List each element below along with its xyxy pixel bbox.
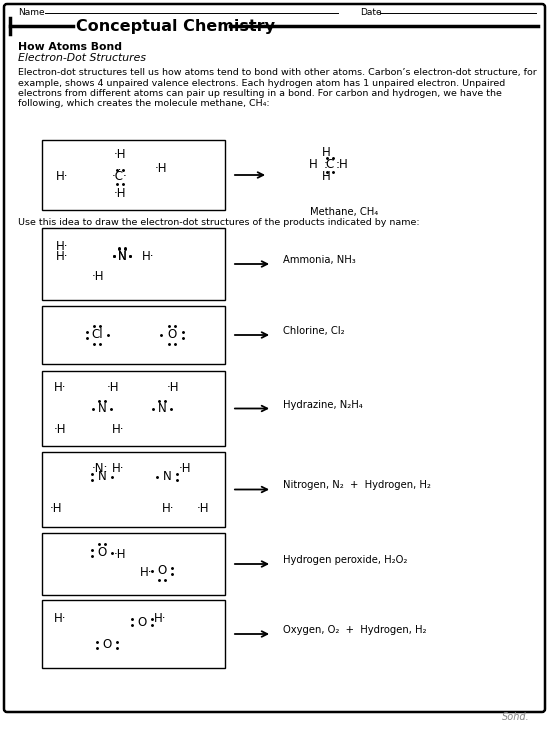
- Text: Conceptual Chemistry: Conceptual Chemistry: [76, 18, 275, 34]
- Text: N: N: [163, 471, 171, 483]
- Text: Nitrogen, N₂  +  Hydrogen, H₂: Nitrogen, N₂ + Hydrogen, H₂: [283, 480, 431, 491]
- Text: N: N: [117, 249, 126, 262]
- Text: How Atoms Bond: How Atoms Bond: [18, 42, 122, 52]
- Text: H·: H·: [56, 249, 69, 262]
- Text: ·H: ·H: [50, 502, 63, 515]
- Bar: [42, 600, 225, 668]
- Text: H·: H·: [54, 381, 66, 394]
- Text: Methane, CH₄: Methane, CH₄: [310, 207, 378, 217]
- Text: Electron-Dot Structures: Electron-Dot Structures: [18, 53, 146, 63]
- Text: Oxygen, O₂  +  Hydrogen, H₂: Oxygen, O₂ + Hydrogen, H₂: [283, 625, 427, 635]
- Text: H·: H·: [54, 612, 66, 625]
- Text: ·H: ·H: [179, 462, 192, 475]
- Text: :: :: [324, 159, 328, 172]
- Text: Name: Name: [18, 8, 44, 17]
- Bar: [42, 371, 225, 446]
- Text: ·Ċ·: ·Ċ·: [112, 170, 128, 183]
- Text: Hydrazine, N₂H₄: Hydrazine, N₂H₄: [283, 400, 363, 409]
- Text: O: O: [102, 638, 111, 651]
- Bar: [42, 140, 225, 210]
- Text: example, shows 4 unpaired valence electrons. Each hydrogen atom has 1 unpaired e: example, shows 4 unpaired valence electr…: [18, 78, 505, 88]
- Text: H·: H·: [140, 566, 153, 579]
- Text: N: N: [98, 471, 107, 483]
- Text: Use this idea to draw the electron-dot structures of the products indicated by n: Use this idea to draw the electron-dot s…: [18, 218, 419, 227]
- Text: Date: Date: [360, 8, 382, 17]
- Text: Ammonia, NH₃: Ammonia, NH₃: [283, 255, 356, 265]
- Bar: [42, 452, 225, 527]
- Text: electrons from different atoms can pair up resulting in a bond. For carbon and h: electrons from different atoms can pair …: [18, 89, 502, 98]
- Bar: [42, 533, 225, 595]
- Text: H·: H·: [142, 249, 154, 262]
- Text: Cl: Cl: [91, 328, 103, 341]
- Text: ·N:: ·N:: [92, 462, 109, 475]
- Text: O: O: [158, 564, 167, 577]
- Text: O: O: [97, 547, 107, 559]
- Text: ·H: ·H: [114, 148, 126, 161]
- Text: H·: H·: [112, 423, 125, 436]
- Text: :H: :H: [336, 159, 349, 172]
- Bar: [42, 228, 225, 300]
- Text: N: N: [158, 402, 166, 415]
- Text: C: C: [326, 159, 334, 172]
- Text: H·: H·: [56, 170, 69, 183]
- Text: following, which creates the molecule methane, CH₄:: following, which creates the molecule me…: [18, 99, 270, 108]
- Bar: [42, 306, 225, 364]
- Text: O: O: [167, 328, 177, 341]
- Text: H: H: [322, 146, 330, 159]
- Text: Sohd.: Sohd.: [502, 712, 530, 722]
- Text: ·H: ·H: [197, 502, 210, 515]
- Text: H: H: [309, 159, 318, 172]
- Text: ·H: ·H: [54, 423, 66, 436]
- Text: O: O: [137, 616, 147, 629]
- Text: ·H: ·H: [92, 270, 104, 282]
- Text: ·H: ·H: [114, 187, 126, 200]
- Text: ·H: ·H: [107, 381, 120, 394]
- Text: H·: H·: [162, 502, 175, 515]
- Text: ·H: ·H: [155, 162, 167, 175]
- Text: N: N: [117, 249, 126, 262]
- Text: H: H: [322, 170, 330, 183]
- Text: Hydrogen peroxide, H₂O₂: Hydrogen peroxide, H₂O₂: [283, 555, 407, 565]
- Text: Chlorine, Cl₂: Chlorine, Cl₂: [283, 326, 345, 336]
- Text: N: N: [98, 402, 107, 415]
- Text: H·: H·: [112, 462, 125, 475]
- Text: ·H: ·H: [114, 548, 126, 561]
- Text: H·: H·: [154, 612, 166, 625]
- Text: ·H: ·H: [167, 381, 180, 394]
- Text: Electron-dot structures tell us how atoms tend to bond with other atoms. Carbon’: Electron-dot structures tell us how atom…: [18, 68, 537, 77]
- Text: H·: H·: [56, 240, 69, 253]
